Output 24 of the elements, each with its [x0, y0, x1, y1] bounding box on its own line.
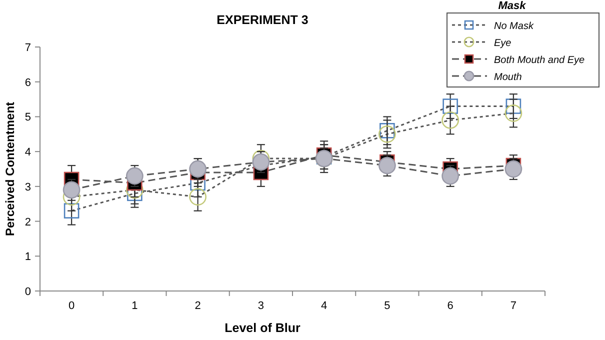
x-tick-label: 6: [447, 300, 454, 312]
legend-label: No Mask: [494, 21, 534, 32]
y-tick-label: 0: [24, 286, 31, 298]
y-tick-label: 7: [24, 42, 31, 54]
y-axis-title: Perceived Contentment: [3, 102, 17, 236]
y-tick-label: 6: [24, 76, 31, 89]
chart-title: EXPERIMENT 3: [216, 13, 308, 27]
y-tick-label: 3: [24, 181, 31, 194]
x-tick-label: 5: [384, 300, 390, 312]
legend-title: Mask: [498, 0, 527, 12]
x-tick-label: 1: [132, 300, 138, 312]
y-tick-label: 2: [24, 216, 31, 228]
y-tick-label: 5: [24, 112, 31, 124]
legend-label: Both Mouth and Eye: [494, 55, 586, 66]
y-tick-label: 4: [24, 146, 31, 159]
legend-label: Eye: [494, 38, 512, 49]
x-tick-label: 7: [510, 300, 516, 312]
x-axis-title: Level of Blur: [224, 321, 300, 335]
x-tick-label: 2: [194, 300, 201, 312]
legend-label: Mouth: [494, 72, 522, 83]
x-tick-label: 3: [258, 300, 264, 312]
x-tick-label: 4: [321, 300, 328, 312]
y-tick-label: 1: [24, 251, 31, 264]
x-tick-label: 0: [68, 300, 75, 312]
